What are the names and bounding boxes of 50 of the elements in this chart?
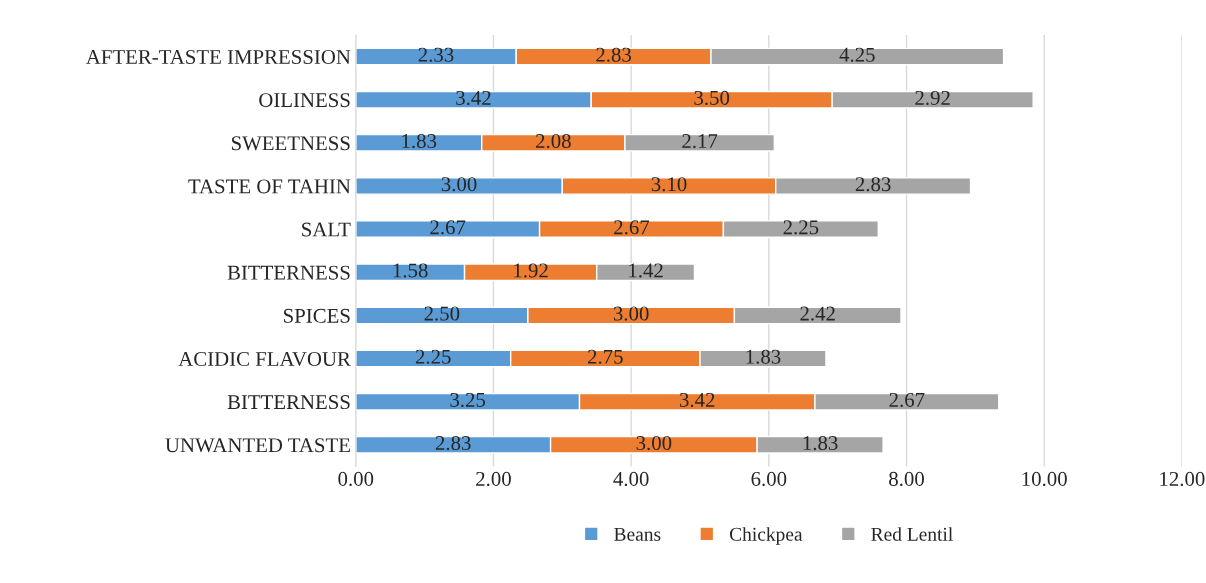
data-label: 2.83: [435, 435, 471, 451]
data-label: 2.83: [596, 47, 631, 62]
x-tick-label: 6.00: [751, 471, 787, 487]
data-label: 2.67: [889, 392, 925, 407]
data-label: 2.83: [855, 177, 891, 192]
legend-label: Beans: [614, 527, 661, 541]
x-tick-label: 4.00: [613, 471, 649, 487]
data-label: 3.10: [651, 177, 687, 192]
data-label: 3.25: [450, 392, 486, 407]
data-label: 3.00: [441, 177, 477, 192]
y-tick-label: BITTERNESS: [227, 395, 350, 410]
data-label: 2.25: [783, 220, 819, 235]
data-label: 3.50: [694, 90, 730, 105]
legend-label: Red Lentil: [871, 527, 953, 541]
y-tick-label: ACIDIC FLAVOUR: [178, 351, 351, 367]
data-label: 3.00: [636, 435, 672, 451]
data-label: 3.00: [613, 306, 649, 321]
data-label: 1.42: [629, 263, 663, 278]
y-tick-label: SPICES: [283, 308, 350, 323]
data-label: 2.50: [424, 306, 460, 321]
x-tick-label: 10.00: [1022, 471, 1067, 487]
x-tick-label: 8.00: [889, 471, 924, 487]
data-label: 3.42: [456, 90, 491, 105]
y-tick-label: UNWANTED TASTE: [165, 438, 350, 453]
y-tick-label: BITTERNESS: [227, 265, 350, 280]
data-label: 1.83: [803, 435, 838, 451]
data-label: 1.83: [402, 133, 437, 149]
x-tick-label: 12.00: [1160, 471, 1205, 487]
data-label: 2.08: [536, 133, 571, 149]
data-label: 1.83: [746, 349, 781, 364]
data-label: 2.17: [682, 134, 718, 149]
legend-label: Chickpea: [729, 527, 803, 545]
data-label: 2.67: [614, 220, 650, 235]
x-tick-label: 0.00: [338, 471, 374, 487]
y-tick-label: TASTE OF TAHIN: [188, 179, 351, 194]
y-tick-label: OILINESS: [259, 93, 350, 108]
data-label: 1.58: [393, 263, 428, 278]
y-tick-label: SWEETNESS: [231, 136, 350, 151]
x-tick-label: 2.00: [476, 471, 511, 487]
data-label: 4.25: [839, 47, 875, 62]
data-label: 2.75: [588, 349, 623, 364]
data-label: 2.67: [430, 220, 466, 235]
y-tick-label: AFTER-TASTE IMPRESSION: [85, 49, 351, 64]
data-label: 2.33: [418, 47, 454, 62]
data-label: 2.92: [915, 90, 950, 105]
data-label: 3.42: [680, 392, 715, 407]
y-tick-label: SALT: [302, 222, 351, 237]
data-label: 1.92: [514, 263, 548, 278]
data-label: 2.25: [415, 349, 451, 364]
data-label: 2.42: [800, 306, 835, 321]
